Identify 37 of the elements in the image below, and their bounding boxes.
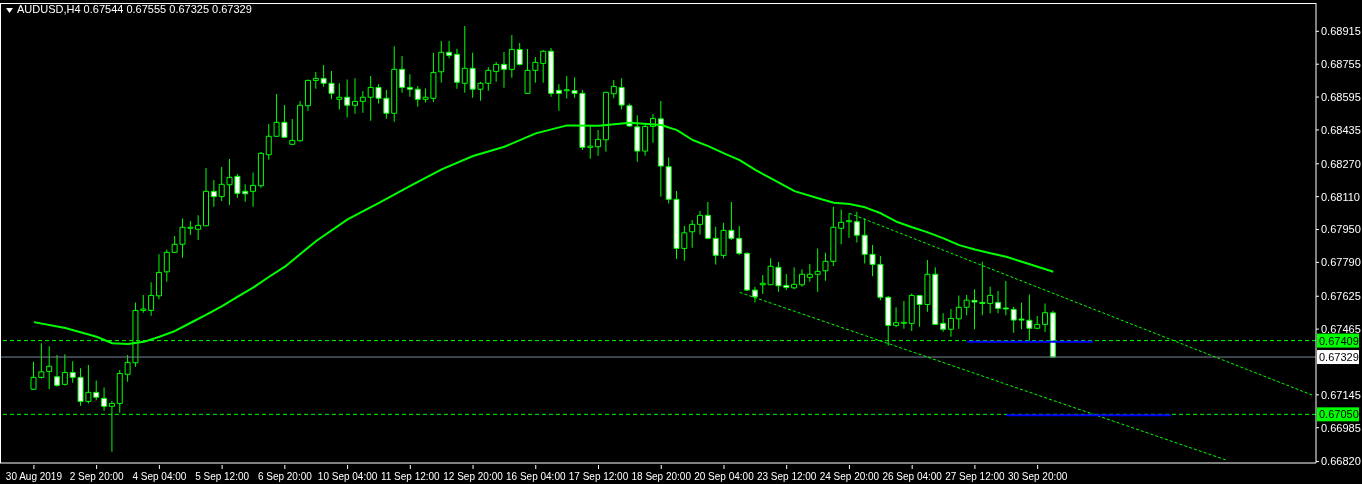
x-tick-label: 20 Sep 04:00 <box>694 471 755 482</box>
x-tick-label: 30 Aug 2019 <box>5 471 63 482</box>
y-tick-label: 0.66985 <box>1321 421 1361 434</box>
candlestick <box>1002 281 1009 316</box>
candlestick <box>406 74 413 97</box>
x-tick-label: 18 Sep 20:00 <box>631 471 692 482</box>
y-tick-label: 0.66820 <box>1321 455 1361 468</box>
x-tick-label: 5 Sep 12:00 <box>195 471 250 482</box>
x-tick-label: 17 Sep 12:00 <box>568 471 629 482</box>
y-tick-label: 0.68755 <box>1321 58 1361 71</box>
ref-line-label: 0.67409 <box>1319 334 1359 347</box>
x-tick-label: 12 Sep 20:00 <box>443 471 504 482</box>
x-tick-label: 23 Sep 12:00 <box>756 471 817 482</box>
x-tick-label: 24 Sep 20:00 <box>819 471 880 482</box>
ref-line-label: 0.67050 <box>1319 408 1359 421</box>
x-tick-label: 4 Sep 04:00 <box>132 471 187 482</box>
chart-title: AUDUSD,H4 0.67544 0.67555 0.67325 0.67329 <box>17 3 252 15</box>
y-tick-label: 0.67465 <box>1321 323 1361 336</box>
y-tick-label: 0.67145 <box>1321 388 1361 401</box>
y-tick-label: 0.68595 <box>1321 90 1361 103</box>
x-tick-label: 16 Sep 04:00 <box>506 471 566 482</box>
y-tick-label: 0.67625 <box>1321 290 1361 303</box>
x-tick-label: 26 Sep 04:00 <box>882 471 943 482</box>
candlestick <box>900 300 907 329</box>
y-tick-label: 0.67790 <box>1321 256 1361 269</box>
x-tick-label: 27 Sep 12:00 <box>945 471 1006 482</box>
y-tick-label: 0.68270 <box>1321 157 1361 170</box>
y-tick-label: 0.68110 <box>1321 190 1360 203</box>
y-tick-label: 0.67950 <box>1321 223 1361 236</box>
x-tick-label: 2 Sep 20:00 <box>69 471 125 482</box>
y-tick-label: 0.68435 <box>1321 123 1361 136</box>
x-tick-label: 6 Sep 20:00 <box>257 471 313 482</box>
x-tick-label: 30 Sep 20:00 <box>1007 471 1068 482</box>
x-tick-label: 11 Sep 12:00 <box>380 471 441 482</box>
y-tick-label: 0.68915 <box>1321 25 1361 38</box>
x-tick-label: 10 Sep 04:00 <box>317 471 378 482</box>
ref-line-label: 0.67329 <box>1319 351 1359 364</box>
